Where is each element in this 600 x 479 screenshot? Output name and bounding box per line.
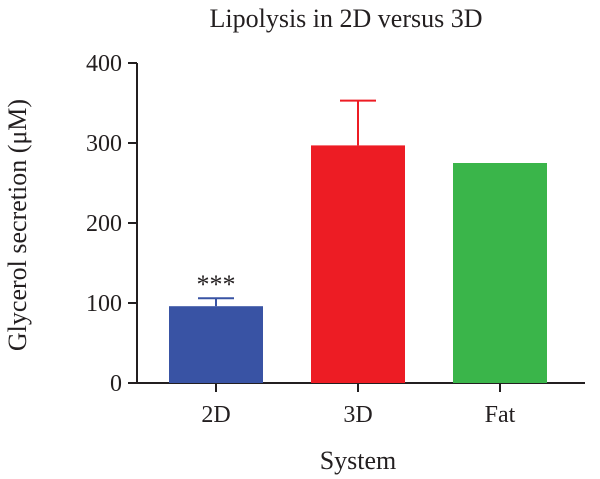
x-axis-ticks: 2D 3D Fat	[201, 383, 516, 428]
bar-fat	[453, 163, 547, 383]
x-tick-label: 2D	[201, 402, 230, 428]
chart-title: Lipolysis in 2D versus 3D	[210, 4, 483, 33]
y-axis-ticks: 0 100 200 300 400	[86, 51, 137, 397]
y-axis-label: Glycerol secretion (μM)	[3, 99, 32, 351]
bar-3d	[311, 145, 405, 383]
y-tick-label: 300	[86, 131, 122, 157]
y-tick-label: 100	[86, 291, 122, 317]
bars-group: ***	[169, 99, 547, 383]
x-tick-label: 3D	[343, 402, 372, 428]
y-tick-label: 200	[86, 211, 122, 237]
x-axis-label: System	[320, 446, 397, 475]
y-tick-label: 400	[86, 51, 122, 77]
x-tick-label: Fat	[485, 402, 516, 428]
y-tick-label: 0	[110, 371, 122, 397]
bar-2d	[169, 306, 263, 383]
significance-annotation: ***	[197, 270, 236, 299]
